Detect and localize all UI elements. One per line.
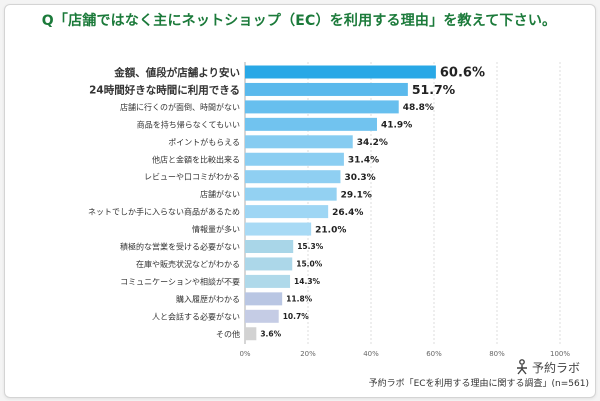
value-label: 48.8%	[403, 103, 434, 113]
value-label: 15.0%	[296, 260, 323, 269]
bar	[245, 327, 257, 341]
category-label: その他	[216, 329, 240, 339]
x-tick-label: 80%	[489, 350, 505, 358]
value-label: 41.9%	[381, 121, 412, 131]
category-label: 人と会話する必要がない	[152, 311, 240, 321]
value-label: 21.0%	[315, 225, 346, 235]
value-label: 30.3%	[344, 173, 375, 183]
category-label: 金額、値段が店舗より安い	[113, 66, 240, 79]
category-labels: 金額、値段が店舗より安い 24時間好きな時間に利用できる店舗に行くのが面倒、時間が…	[88, 66, 240, 339]
category-label: ネットでしか手に入らない商品があるため	[88, 207, 240, 217]
chart-title: Q「店舗ではなく主にネットショップ（EC）を利用する理由」を教えて下さい。	[41, 13, 557, 29]
bar	[245, 309, 279, 323]
value-label: 60.6%	[440, 66, 485, 81]
bar	[245, 117, 377, 131]
category-label: 積極的な営業を受ける必要がない	[120, 242, 240, 252]
source-note: 予約ラボ「ECを利用する理由に関する調査」(n=561)	[369, 377, 589, 389]
value-label: 3.6%	[260, 329, 281, 338]
logo-person-icon	[517, 359, 527, 375]
category-label: 在庫や販売状況などがわかる	[136, 259, 240, 269]
bar	[245, 152, 344, 166]
bar	[245, 100, 399, 114]
category-label: ポイントがもらえる	[168, 137, 240, 147]
bar	[245, 240, 294, 253]
value-label: 10.7%	[283, 312, 310, 321]
category-label: コミュニケーションや相談が不要	[120, 276, 240, 286]
value-label: 29.1%	[341, 190, 372, 200]
x-tick-label: 40%	[363, 350, 379, 358]
bar	[245, 187, 337, 201]
x-axis-ticks: 0% 20% 40% 60% 80% 100%	[239, 350, 570, 358]
x-tick-label: 0%	[239, 350, 250, 358]
category-label: 店舗がない	[200, 189, 240, 199]
bar	[245, 257, 293, 271]
x-tick-label: 100%	[550, 350, 570, 358]
value-labels: 60.6%51.7% 48.8% 41.9% 34.2% 31.4% 30.3% 29.1%…	[260, 66, 485, 339]
category-label: 商品を持ち帰らなくてもいい	[137, 119, 240, 129]
value-label: 14.3%	[294, 277, 321, 286]
category-label: 店舗に行くのが面倒、時間がない	[120, 102, 240, 112]
value-label: 51.7%	[412, 82, 456, 97]
x-tick-label: 60%	[426, 350, 442, 358]
bar	[245, 65, 436, 79]
bar	[245, 135, 353, 149]
logo-text: 予約ラボ	[532, 360, 580, 375]
category-label: 24時間好きな時間に利用できる	[89, 83, 240, 96]
bar	[245, 170, 341, 184]
value-label: 11.8%	[286, 295, 313, 304]
bar	[245, 292, 283, 306]
value-label: 31.4%	[348, 155, 379, 165]
category-label: 情報量が多い	[192, 224, 240, 234]
category-label: レビューや口コミがわかる	[144, 172, 240, 182]
logo: 予約ラボ	[517, 359, 580, 375]
x-tick-label: 20%	[300, 350, 316, 358]
value-label: 34.2%	[357, 138, 388, 148]
bar	[245, 274, 291, 288]
bar	[245, 82, 408, 96]
bar	[245, 205, 329, 219]
bars	[245, 65, 436, 341]
value-label: 15.3%	[297, 242, 324, 251]
value-label: 26.4%	[332, 208, 363, 218]
bar	[245, 222, 312, 236]
category-label: 購入履歴がわかる	[176, 294, 240, 304]
category-label: 他店と金額を比較出来る	[152, 154, 240, 164]
